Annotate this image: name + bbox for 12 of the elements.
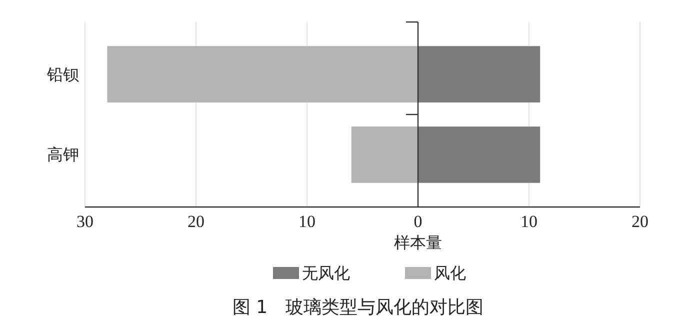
x-axis-title: 样本量 <box>394 233 442 252</box>
legend-label: 无风化 <box>302 264 350 282</box>
y-tick-label: 高钾 <box>47 145 79 164</box>
x-tick-label: 20 <box>632 212 648 231</box>
y-tick-label: 铅钡 <box>46 64 79 84</box>
x-tick-label: 30 <box>76 212 94 231</box>
x-tick-label: 0 <box>414 212 422 231</box>
legend-label: 风化 <box>434 264 466 282</box>
x-tick-label: 20 <box>188 212 204 231</box>
text: 图 1 玻璃类型与风化的对比图 <box>232 297 484 318</box>
x-tick-label: 10 <box>520 212 538 231</box>
x-tick-label: 10 <box>298 212 316 231</box>
